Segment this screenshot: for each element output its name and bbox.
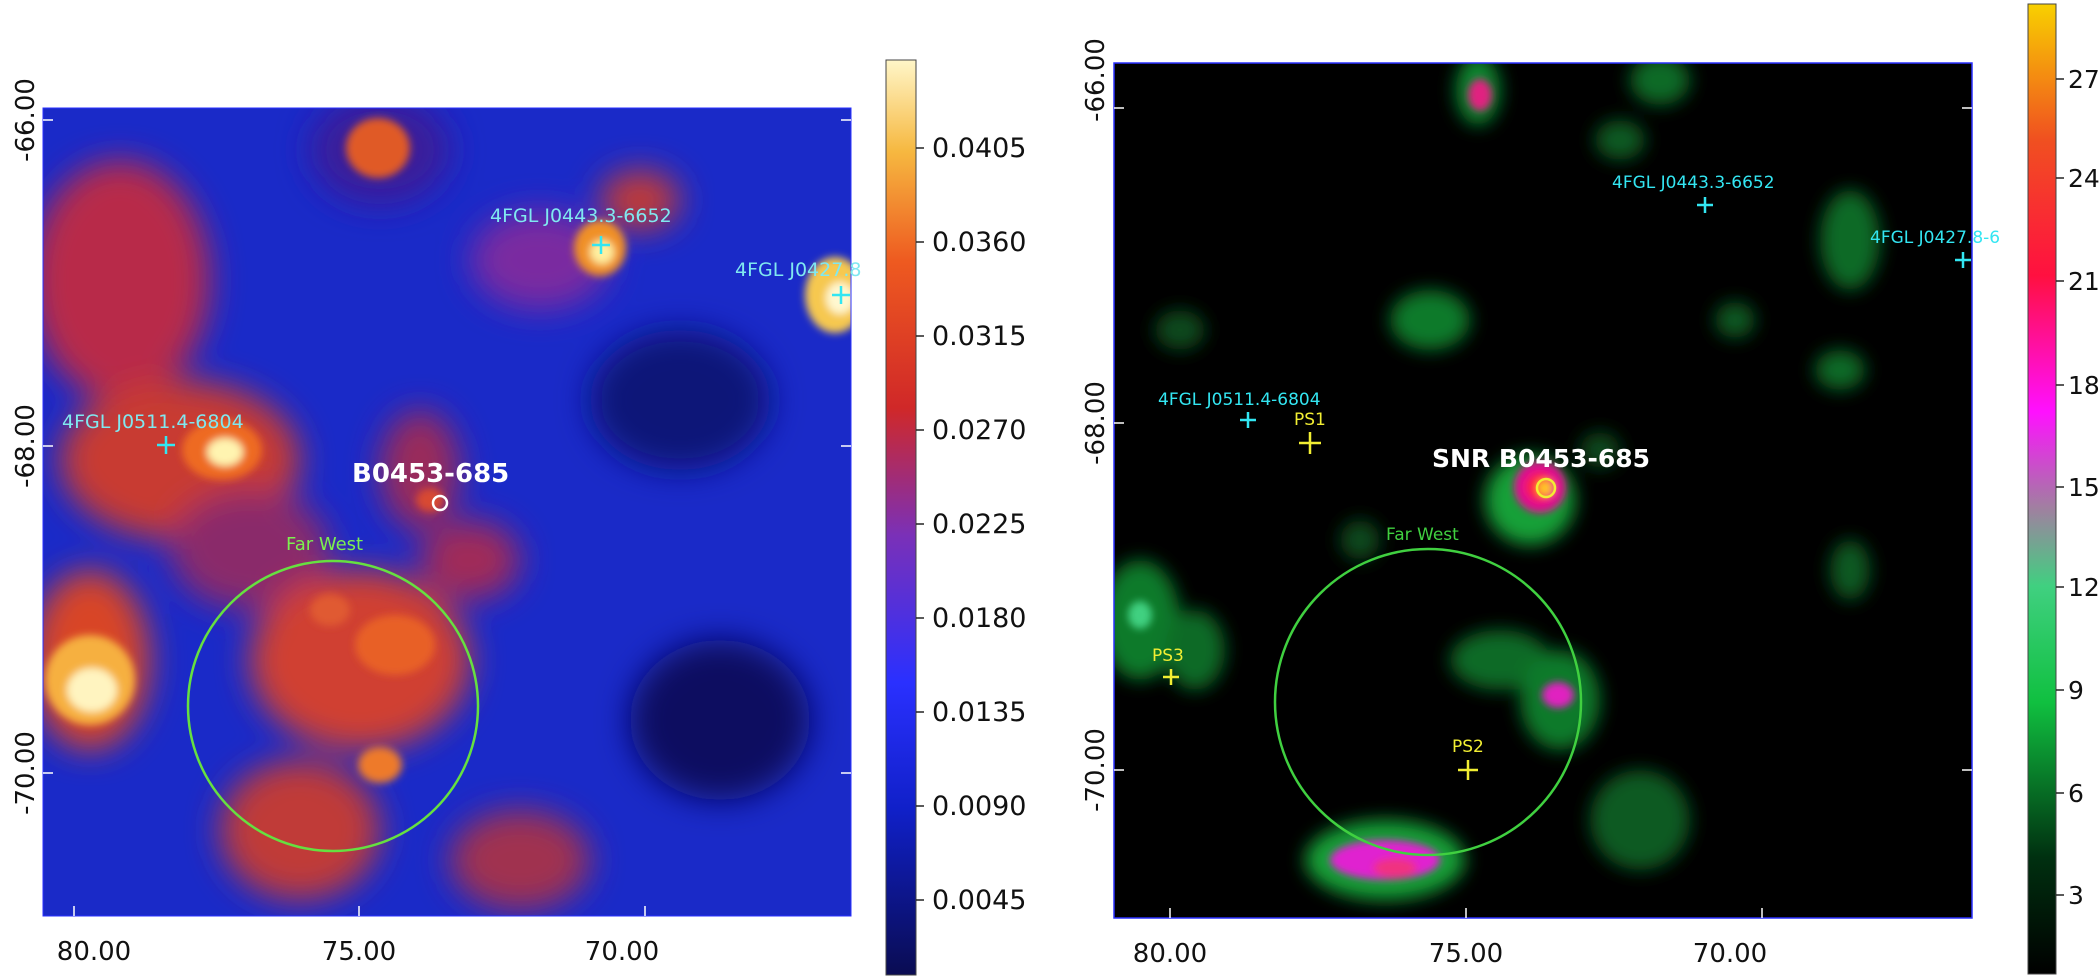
ps-label: PS3 bbox=[1152, 646, 1184, 666]
colorbar-tick-label: 0.0360 bbox=[932, 227, 1026, 258]
right-map-border bbox=[1113, 62, 1973, 919]
colorbar-tick-label: 18 bbox=[2068, 371, 2099, 400]
region-label: Far West bbox=[286, 534, 363, 555]
colorbar-tick-label: 27 bbox=[2068, 65, 2099, 94]
region-label: Far West bbox=[1386, 525, 1459, 545]
colorbar-tick-label: 15 bbox=[2068, 473, 2099, 502]
x-tick-label: 80.00 bbox=[1133, 939, 1207, 969]
y-tick-label: -68.00 bbox=[1081, 381, 1111, 465]
colorbar-tick-label: 0.0270 bbox=[932, 415, 1026, 446]
y-tick-label: -66.00 bbox=[11, 78, 41, 162]
x-tick-label: 75.00 bbox=[1429, 939, 1503, 969]
colorbar-tick-label: 0.0090 bbox=[932, 791, 1026, 822]
fgl-marker bbox=[1955, 252, 1971, 268]
fgl-label: 4FGL J0427.8 bbox=[735, 259, 861, 281]
right-map-emission bbox=[1114, 63, 1880, 900]
x-tick-label: 70.00 bbox=[585, 937, 659, 967]
ps-label: PS2 bbox=[1452, 737, 1484, 757]
colorbar-tick-label: 24 bbox=[2068, 164, 2099, 193]
right-map-hotspots bbox=[1128, 79, 1574, 880]
snr-marker bbox=[431, 494, 449, 512]
colorbar-tick-label: 0.0180 bbox=[932, 603, 1026, 634]
far-west-region bbox=[186, 559, 480, 853]
snr-marker bbox=[1535, 477, 1557, 499]
right-colorbar: 27 24 21 18 15 12 9 6 3 bbox=[2027, 3, 2099, 975]
fgl-label: 4FGL J0443.3-6652 bbox=[490, 205, 672, 227]
colorbar-tick-label: 0.0225 bbox=[932, 509, 1026, 540]
snr-label: B0453-685 bbox=[352, 459, 509, 489]
fgl-label: 4FGL J0511.4-6804 bbox=[62, 411, 244, 433]
y-tick-label: -70.00 bbox=[1081, 728, 1111, 812]
colorbar-tick-label: 21 bbox=[2068, 267, 2099, 296]
fgl-marker bbox=[1697, 197, 1713, 213]
fgl-label: 4FGL J0443.3-6652 bbox=[1612, 173, 1775, 193]
colorbar-tick-label: 12 bbox=[2068, 573, 2099, 602]
colorbar-tick-label: 0.0405 bbox=[932, 133, 1026, 164]
x-tick-label: 75.00 bbox=[322, 937, 396, 967]
fgl-marker bbox=[157, 436, 175, 454]
far-west-region bbox=[1273, 547, 1583, 857]
fgl-label: 4FGL J0511.4-6804 bbox=[1158, 390, 1321, 410]
left-colorbar: 0.0405 0.0360 0.0315 0.0270 0.0225 0.018… bbox=[885, 59, 1026, 976]
y-tick-label: -66.00 bbox=[1081, 38, 1111, 122]
fgl-marker bbox=[592, 236, 610, 254]
x-tick-label: 70.00 bbox=[1693, 939, 1767, 969]
left-tick-marks bbox=[43, 119, 851, 916]
fgl-label: 4FGL J0427.8-6 bbox=[1870, 228, 2000, 248]
colorbar-tick-label: 3 bbox=[2068, 881, 2084, 910]
left-map-border bbox=[42, 107, 852, 917]
colorbar-tick-label: 6 bbox=[2068, 779, 2084, 808]
ps-marker bbox=[1458, 760, 1478, 780]
ps-label: PS1 bbox=[1294, 410, 1326, 430]
left-map: 4FGL J0443.3-6652 4FGL J0427.8 4FGL J051… bbox=[11, 78, 861, 967]
colorbar-tick-label: 0.0315 bbox=[932, 321, 1026, 352]
fgl-marker bbox=[1240, 412, 1256, 428]
colorbar-tick-label: 0.0135 bbox=[932, 697, 1026, 728]
colorbar-tick-label: 9 bbox=[2068, 676, 2084, 705]
y-tick-label: -70.00 bbox=[11, 731, 41, 815]
left-map-hotspots bbox=[45, 118, 851, 783]
ps-marker bbox=[1299, 432, 1321, 454]
snr-label: SNR B0453-685 bbox=[1432, 444, 1650, 473]
right-map: 4FGL J0443.3-6652 4FGL J0427.8-6 4FGL J0… bbox=[1081, 38, 2000, 969]
colorbar-tick-label: 0.0045 bbox=[932, 885, 1026, 916]
right-tick-marks bbox=[1114, 107, 1972, 918]
x-tick-label: 80.00 bbox=[57, 937, 131, 967]
y-tick-label: -68.00 bbox=[11, 404, 41, 488]
fgl-marker bbox=[832, 286, 850, 304]
ps-marker bbox=[1163, 669, 1179, 685]
